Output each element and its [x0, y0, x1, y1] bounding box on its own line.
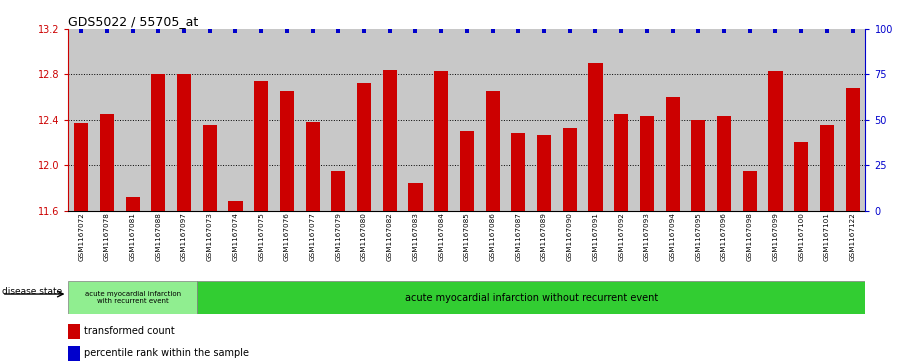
- Point: [151, 28, 166, 34]
- Point: [254, 28, 269, 34]
- Bar: [305, 122, 320, 211]
- Text: acute myocardial infarction without recurrent event: acute myocardial infarction without recu…: [404, 293, 658, 303]
- Point: [74, 28, 88, 34]
- Bar: [794, 143, 808, 211]
- Point: [99, 28, 114, 34]
- Bar: [100, 114, 114, 211]
- Bar: [640, 117, 654, 211]
- Bar: [383, 70, 397, 211]
- Text: transformed count: transformed count: [84, 326, 175, 336]
- Bar: [197, 281, 865, 314]
- Point: [177, 28, 191, 34]
- Point: [331, 28, 345, 34]
- Point: [434, 28, 448, 34]
- Bar: [845, 88, 860, 211]
- Point: [383, 28, 397, 34]
- Bar: [511, 133, 526, 211]
- Bar: [68, 346, 80, 361]
- Point: [408, 28, 423, 34]
- Bar: [68, 281, 197, 314]
- Point: [511, 28, 526, 34]
- Bar: [563, 128, 577, 211]
- Bar: [280, 91, 294, 211]
- Bar: [435, 71, 448, 211]
- Point: [742, 28, 757, 34]
- Point: [562, 28, 577, 34]
- Point: [665, 28, 680, 34]
- Point: [820, 28, 834, 34]
- Point: [357, 28, 372, 34]
- Bar: [717, 117, 732, 211]
- Bar: [768, 71, 783, 211]
- Bar: [229, 201, 242, 211]
- Text: acute myocardial infarction
with recurrent event: acute myocardial infarction with recurre…: [85, 291, 180, 304]
- Point: [717, 28, 732, 34]
- Bar: [742, 171, 757, 211]
- Point: [486, 28, 500, 34]
- Text: percentile rank within the sample: percentile rank within the sample: [84, 348, 250, 358]
- Bar: [460, 131, 474, 211]
- Bar: [589, 63, 602, 211]
- Bar: [408, 183, 423, 211]
- Point: [640, 28, 654, 34]
- Bar: [202, 126, 217, 211]
- Bar: [126, 197, 139, 211]
- Bar: [666, 97, 680, 211]
- Point: [614, 28, 629, 34]
- Point: [793, 28, 808, 34]
- Bar: [177, 74, 191, 211]
- Bar: [691, 120, 705, 211]
- Text: disease state: disease state: [2, 287, 62, 296]
- Bar: [486, 91, 499, 211]
- Point: [305, 28, 320, 34]
- Bar: [357, 83, 371, 211]
- Bar: [332, 171, 345, 211]
- Point: [202, 28, 217, 34]
- Point: [589, 28, 603, 34]
- Point: [768, 28, 783, 34]
- Point: [228, 28, 242, 34]
- Bar: [151, 74, 166, 211]
- Point: [691, 28, 706, 34]
- Point: [280, 28, 294, 34]
- Bar: [614, 114, 629, 211]
- Point: [537, 28, 551, 34]
- Bar: [74, 123, 88, 211]
- Point: [845, 28, 860, 34]
- Bar: [537, 135, 551, 211]
- Point: [126, 28, 140, 34]
- Point: [459, 28, 474, 34]
- Text: GDS5022 / 55705_at: GDS5022 / 55705_at: [68, 15, 199, 28]
- Bar: [820, 126, 834, 211]
- Bar: [68, 324, 80, 339]
- Bar: [254, 81, 268, 211]
